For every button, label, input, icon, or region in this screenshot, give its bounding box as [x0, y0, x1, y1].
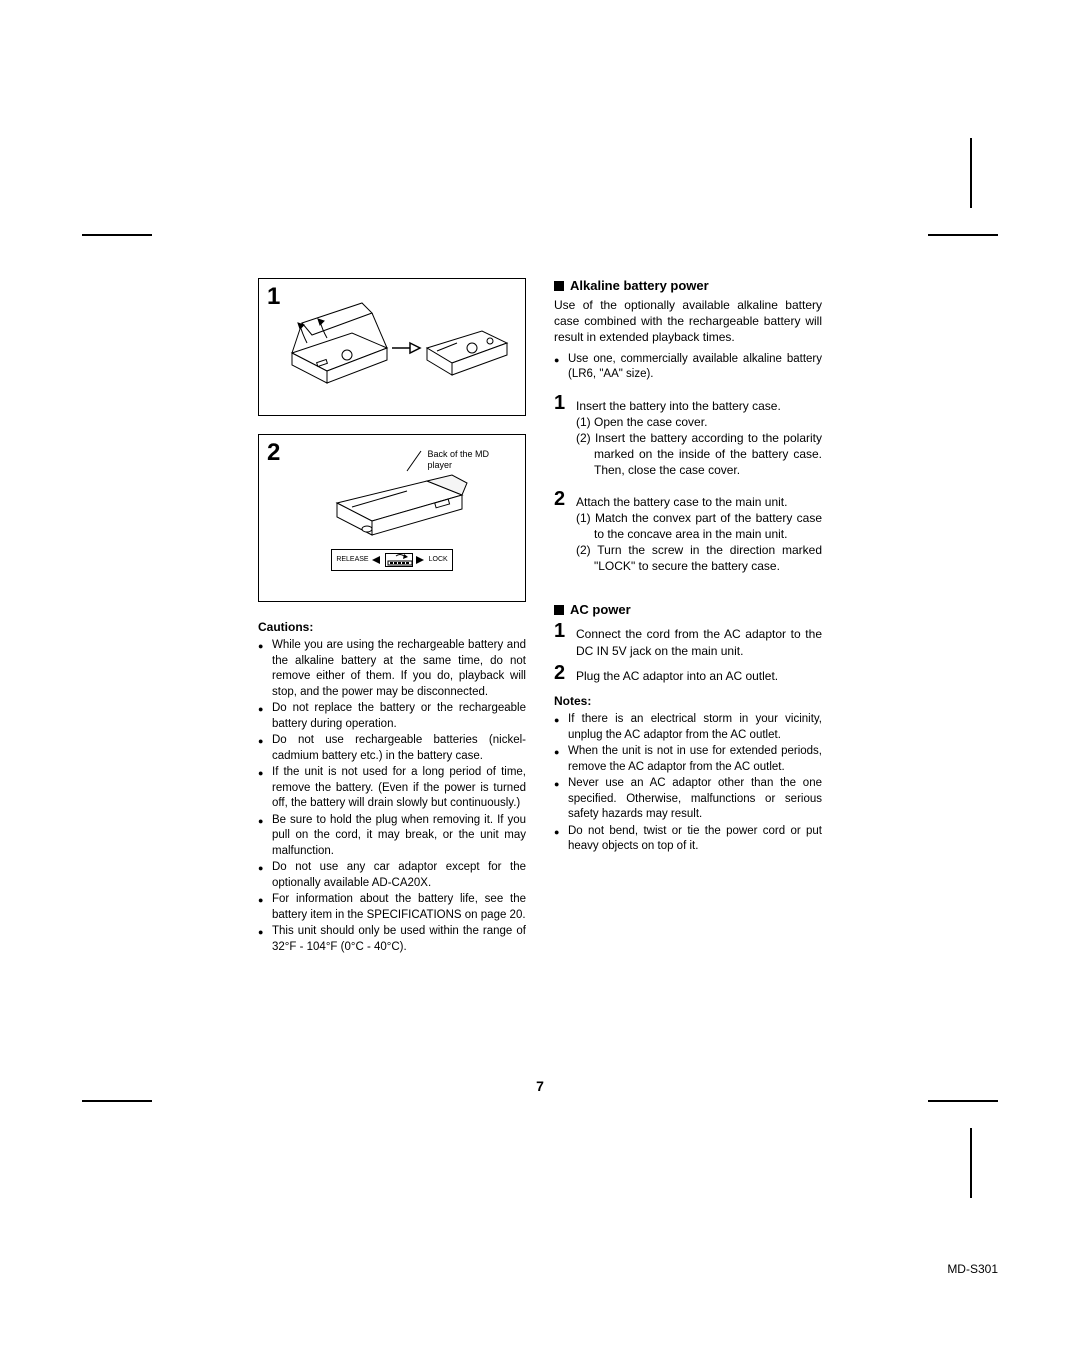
step-sub: (1) Open the case cover. — [576, 414, 822, 430]
step-sub: (2) Insert the battery according to the … — [576, 430, 822, 479]
caution-item: While you are using the rechargeable bat… — [258, 638, 526, 700]
diagram-1-illustration — [265, 285, 519, 403]
step-body: Plug the AC adaptor into an AC outlet. — [576, 663, 822, 684]
diagram-label: player — [427, 460, 489, 471]
step-number: 2 — [554, 663, 570, 684]
caution-item: This unit should only be used within the… — [258, 924, 526, 955]
step-lead: Insert the battery into the battery case… — [576, 398, 822, 414]
alkaline-title: Alkaline battery power — [554, 278, 822, 293]
right-column: Alkaline battery power Use of the option… — [554, 278, 822, 965]
crop-mark — [970, 138, 972, 208]
note-item: If there is an electrical storm in your … — [554, 712, 822, 743]
section-title-text: AC power — [570, 602, 631, 617]
page-number: 7 — [0, 1078, 1080, 1094]
caution-item: Do not use any car adaptor except for th… — [258, 860, 526, 891]
ac-step-1: 1 Connect the cord from the AC adaptor t… — [554, 621, 822, 658]
notes-heading: Notes: — [554, 694, 822, 708]
crop-mark — [928, 234, 998, 236]
diagram-label: Back of the MD — [427, 449, 489, 460]
caution-item: Do not replace the battery or the rechar… — [258, 701, 526, 732]
step-number: 1 — [554, 393, 570, 479]
caution-item: Be sure to hold the plug when removing i… — [258, 813, 526, 860]
step-number: 1 — [554, 621, 570, 658]
section-title-text: Alkaline battery power — [570, 278, 709, 293]
caution-item: For information about the battery life, … — [258, 892, 526, 923]
note-item: Do not bend, twist or tie the power cord… — [554, 824, 822, 855]
step-lead: Attach the battery case to the main unit… — [576, 494, 822, 510]
lock-indicator: RELEASE LOCK — [331, 549, 452, 571]
alkaline-bullet: Use one, commercially available alkaline… — [554, 352, 822, 383]
diagram-1: 1 — [258, 278, 526, 416]
alkaline-bullet-list: Use one, commercially available alkaline… — [554, 352, 822, 383]
note-item: Never use an AC adaptor other than the o… — [554, 776, 822, 823]
diagram-2-illustration: Back of the MD player — [265, 441, 519, 571]
ac-title: AC power — [554, 602, 822, 617]
step-sub: (1) Match the convex part of the battery… — [576, 510, 822, 542]
diagram-number: 1 — [267, 283, 280, 311]
alkaline-step-1: 1 Insert the battery into the battery ca… — [554, 393, 822, 479]
left-column: 1 — [258, 278, 526, 965]
alkaline-step-2: 2 Attach the battery case to the main un… — [554, 489, 822, 575]
crop-mark — [82, 234, 152, 236]
page-content: 1 — [258, 278, 822, 965]
notes-list: If there is an electrical storm in your … — [554, 712, 822, 855]
lock-label: LOCK — [429, 556, 448, 564]
cautions-heading: Cautions: — [258, 620, 526, 634]
step-body: Connect the cord from the AC adaptor to … — [576, 621, 822, 658]
release-label: RELEASE — [336, 556, 368, 564]
crop-mark — [82, 1100, 152, 1102]
crop-mark — [970, 1128, 972, 1198]
crop-mark — [928, 1100, 998, 1102]
step-number: 2 — [554, 489, 570, 575]
model-number: MD-S301 — [947, 1262, 998, 1276]
alkaline-intro: Use of the optionally available alkaline… — [554, 297, 822, 346]
step-sub: (2) Turn the screw in the direction mark… — [576, 542, 822, 574]
caution-item: Do not use rechargeable batteries (nicke… — [258, 733, 526, 764]
ac-step-2: 2 Plug the AC adaptor into an AC outlet. — [554, 663, 822, 684]
cautions-list: While you are using the rechargeable bat… — [258, 638, 526, 955]
diagram-2: 2 Back of the MD player — [258, 434, 526, 602]
diagram-number: 2 — [267, 439, 280, 467]
caution-item: If the unit is not used for a long perio… — [258, 765, 526, 812]
note-item: When the unit is not in use for extended… — [554, 744, 822, 775]
